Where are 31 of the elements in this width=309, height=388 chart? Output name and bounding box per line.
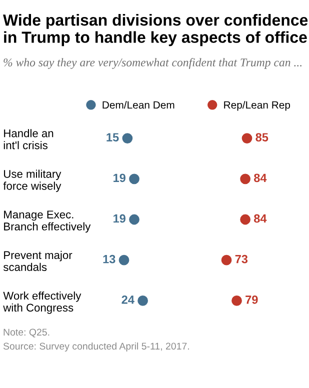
data-label: 79: [246, 296, 258, 304]
data-label: 19: [114, 174, 126, 182]
data-label: 15: [106, 133, 119, 142]
data-label: 85: [256, 133, 268, 142]
point: [232, 296, 242, 306]
legend-label: Dem/Lean Dem: [102, 101, 174, 109]
point: [129, 174, 140, 184]
y-tick-label: Work effectively with Congress: [3, 291, 82, 314]
y-tick-label: Manage Exec. Branch effectively: [4, 210, 91, 233]
chart-title: Wide partisan divisions over confidence in Trump to handle key aspects of office: [3, 14, 308, 46]
data-label: 13: [103, 254, 116, 264]
legend-label: Rep/Lean Rep: [224, 101, 290, 111]
data-label: 24: [122, 296, 134, 304]
y-tick-label: Use military force wisely: [3, 170, 62, 192]
data-label: 73: [235, 254, 248, 264]
chart-subtitle: % who say they are very/somewhat confident that Trump can ...: [4, 58, 302, 69]
text: Note: Q25.: [4, 328, 50, 338]
data-label: 19: [114, 214, 126, 223]
point: [129, 214, 140, 225]
data-label: 84: [254, 174, 267, 182]
y-tick-label: Prevent major scandals: [3, 250, 72, 272]
point: [138, 296, 148, 306]
source-note: Source: Survey conducted April 5-11, 2017.: [3, 342, 189, 352]
point: [240, 174, 250, 184]
data-label: 84: [254, 214, 267, 223]
point: [122, 133, 133, 144]
point: [240, 214, 250, 225]
point: [242, 133, 252, 144]
y-tick-label: Handle an int'l crisis: [4, 129, 54, 150]
point: [221, 254, 232, 266]
point: [118, 254, 130, 266]
